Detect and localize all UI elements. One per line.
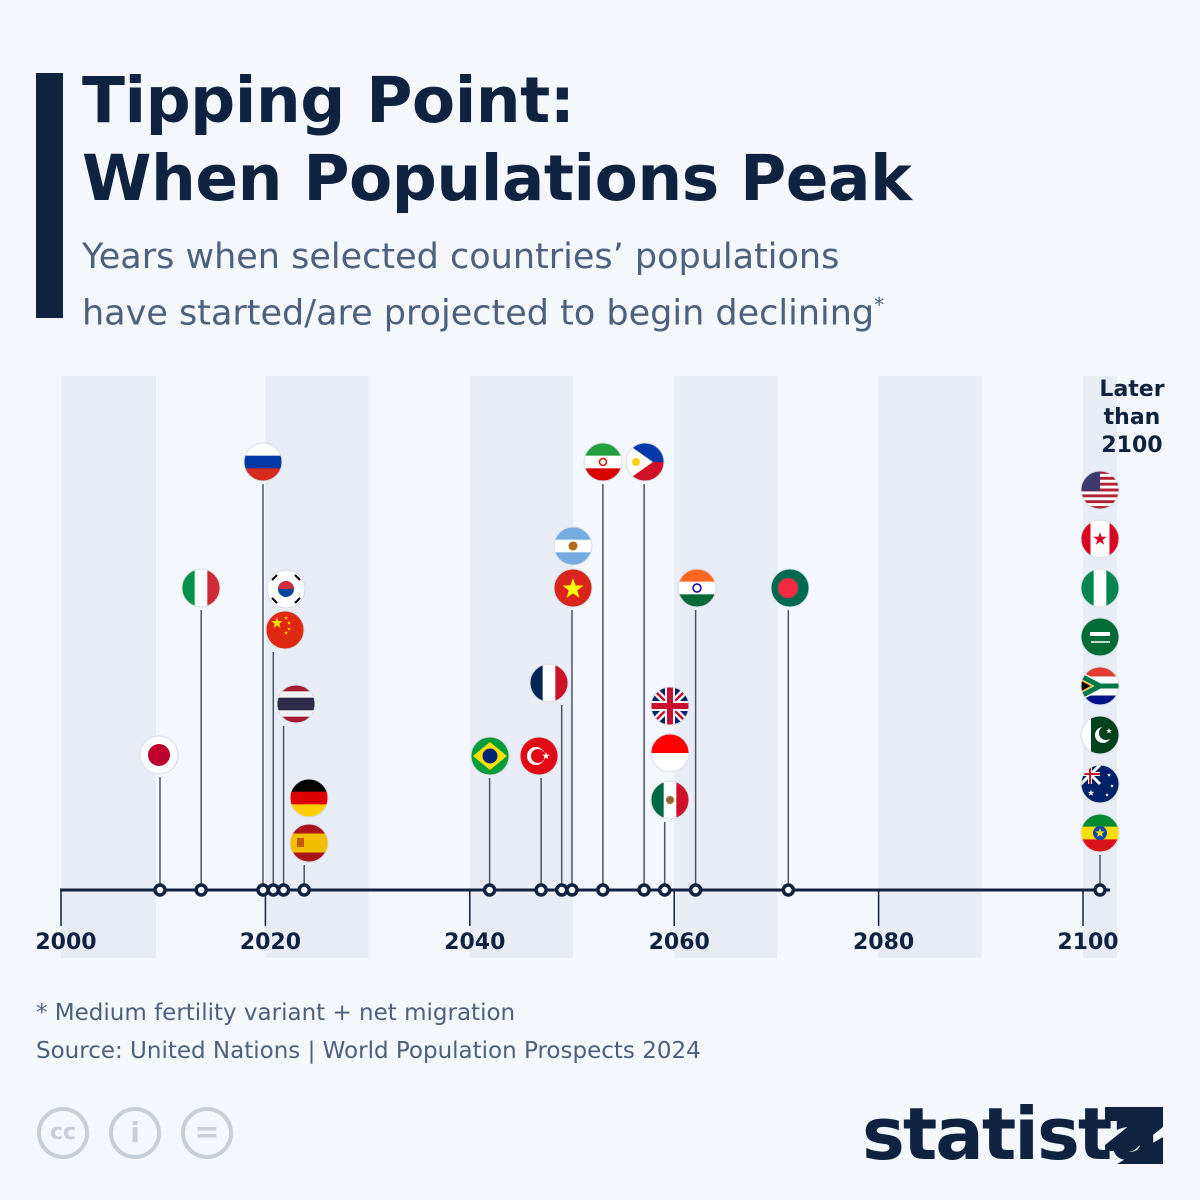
title-line-2: When Populations Peak — [82, 142, 912, 215]
flag-ph-icon — [625, 442, 665, 482]
flag-ca-icon — [1080, 519, 1120, 559]
statista-logo-mark-icon — [1105, 1107, 1163, 1164]
flag-de-icon — [289, 778, 329, 818]
data-point — [266, 883, 281, 897]
flag-gb-icon — [650, 686, 690, 726]
flag-sa-icon — [1080, 617, 1120, 657]
footnote: * Medium fertility variant + net migrati… — [36, 1000, 516, 1026]
later-than-2100-label: Later — [1099, 377, 1164, 402]
subtitle: Years when selected countries’ populatio… — [82, 233, 884, 338]
footnote-mark: * — [874, 293, 885, 317]
data-point — [256, 883, 270, 897]
flag-ar-icon — [553, 526, 593, 566]
flag-jp-icon — [139, 735, 179, 775]
later-than-2100-label: than — [1104, 405, 1161, 430]
data-point — [153, 883, 167, 897]
flag-ir-icon — [583, 442, 623, 482]
flag-th-icon — [276, 684, 316, 724]
data-point — [297, 883, 311, 897]
tick-label: 2100 — [1057, 930, 1118, 955]
flag-us-icon — [1080, 470, 1120, 510]
flag-pk-icon — [1080, 715, 1120, 755]
source: Source: United Nations | World Populatio… — [36, 1038, 701, 1064]
data-point — [194, 883, 208, 897]
title-line-1: Tipping Point: — [82, 64, 575, 137]
subtitle-line-2: have started/are projected to begin decl… — [82, 293, 875, 334]
flag-za-icon — [1080, 666, 1120, 706]
data-point — [688, 883, 703, 897]
flag-ng-icon — [1080, 568, 1120, 608]
flag-id-icon — [650, 733, 690, 773]
shaded-band — [61, 376, 156, 958]
tick-label: 2060 — [649, 930, 710, 955]
data-point — [596, 883, 610, 897]
no-derivatives-icon[interactable]: = — [181, 1107, 233, 1159]
statista-logo[interactable]: statista — [862, 1092, 1159, 1176]
page-title: Tipping Point: When Populations Peak — [82, 62, 912, 218]
flag-it-icon — [181, 568, 221, 608]
flag-br-icon — [470, 736, 510, 776]
flag-cn-icon — [265, 610, 305, 650]
data-point — [565, 883, 579, 897]
tick-label: 2020 — [240, 930, 301, 955]
shaded-band — [878, 376, 982, 958]
flag-ru-icon — [243, 442, 283, 482]
tick-label: 2000 — [35, 930, 96, 955]
shaded-band — [265, 376, 369, 958]
data-point — [637, 883, 651, 897]
later-than-2100-label: 2100 — [1101, 433, 1162, 458]
data-point — [1093, 883, 1107, 897]
data-point — [482, 883, 497, 897]
flag-in-icon — [677, 568, 717, 608]
data-point — [657, 883, 672, 897]
flag-kr-icon — [266, 569, 306, 609]
flag-mx-icon — [650, 780, 690, 820]
cc-icon[interactable]: cc — [37, 1107, 89, 1159]
data-point — [781, 883, 796, 897]
flag-vn-icon — [553, 568, 593, 608]
title-accent-bar — [36, 73, 63, 318]
shaded-band — [674, 376, 778, 958]
flag-tr-icon — [519, 736, 559, 776]
flag-et-icon — [1080, 813, 1120, 853]
flag-es-icon — [289, 823, 329, 863]
flag-fr-icon — [529, 663, 569, 703]
tick-label: 2080 — [853, 930, 914, 955]
flag-bd-icon — [770, 568, 810, 608]
subtitle-line-1: Years when selected countries’ populatio… — [82, 237, 840, 277]
data-point — [534, 883, 548, 897]
data-point — [554, 883, 569, 897]
flag-au-icon — [1080, 764, 1120, 804]
data-point — [276, 883, 291, 897]
tick-label: 2040 — [444, 930, 505, 955]
timeline-chart: 2000 2020 2040 2060 2080 2100 Later than 2100 — [35, 376, 1165, 958]
attribution-icon[interactable]: i — [109, 1107, 161, 1159]
